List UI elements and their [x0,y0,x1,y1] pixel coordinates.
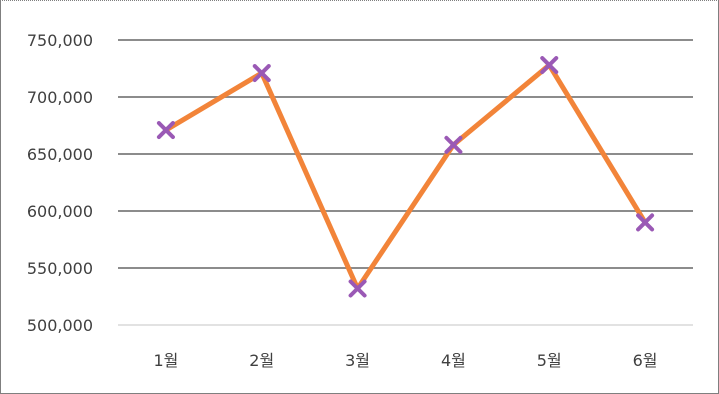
y-axis-tick-labels: 500,000 550,000 600,000 650,000 700,000 750,0… [27,31,93,335]
x-tick-label: 4월 [441,351,466,370]
marker-stroke [636,213,655,232]
marker-stroke [348,279,367,298]
series-layer [163,62,648,292]
marker-stroke [252,64,271,83]
series-line [163,62,648,292]
y-tick-label: 650,000 [27,145,93,164]
marker-stroke [156,121,175,140]
y-tick-label: 550,000 [27,259,93,278]
marker-stroke [540,56,559,75]
data-point-marker [636,213,655,232]
y-tick-label: 500,000 [27,316,93,335]
y-tick-label: 600,000 [27,202,93,221]
data-point-marker [444,135,463,154]
x-axis-tick-labels: 1월 2월 3월 4월 5월 6월 [153,351,657,370]
x-tick-label: 2월 [249,351,274,370]
data-point-marker [156,121,175,140]
y-tick-label: 700,000 [27,88,93,107]
x-tick-label: 5월 [537,351,562,370]
gridlines [118,39,693,326]
data-point-marker [348,279,367,298]
marker-layer [156,56,655,298]
marker-stroke [444,135,463,154]
x-tick-label: 6월 [633,351,658,370]
data-point-marker [252,64,271,83]
x-tick-label: 1월 [153,351,178,370]
data-point-marker [540,56,559,75]
x-tick-label: 3월 [345,351,370,370]
y-tick-label: 750,000 [27,31,93,50]
